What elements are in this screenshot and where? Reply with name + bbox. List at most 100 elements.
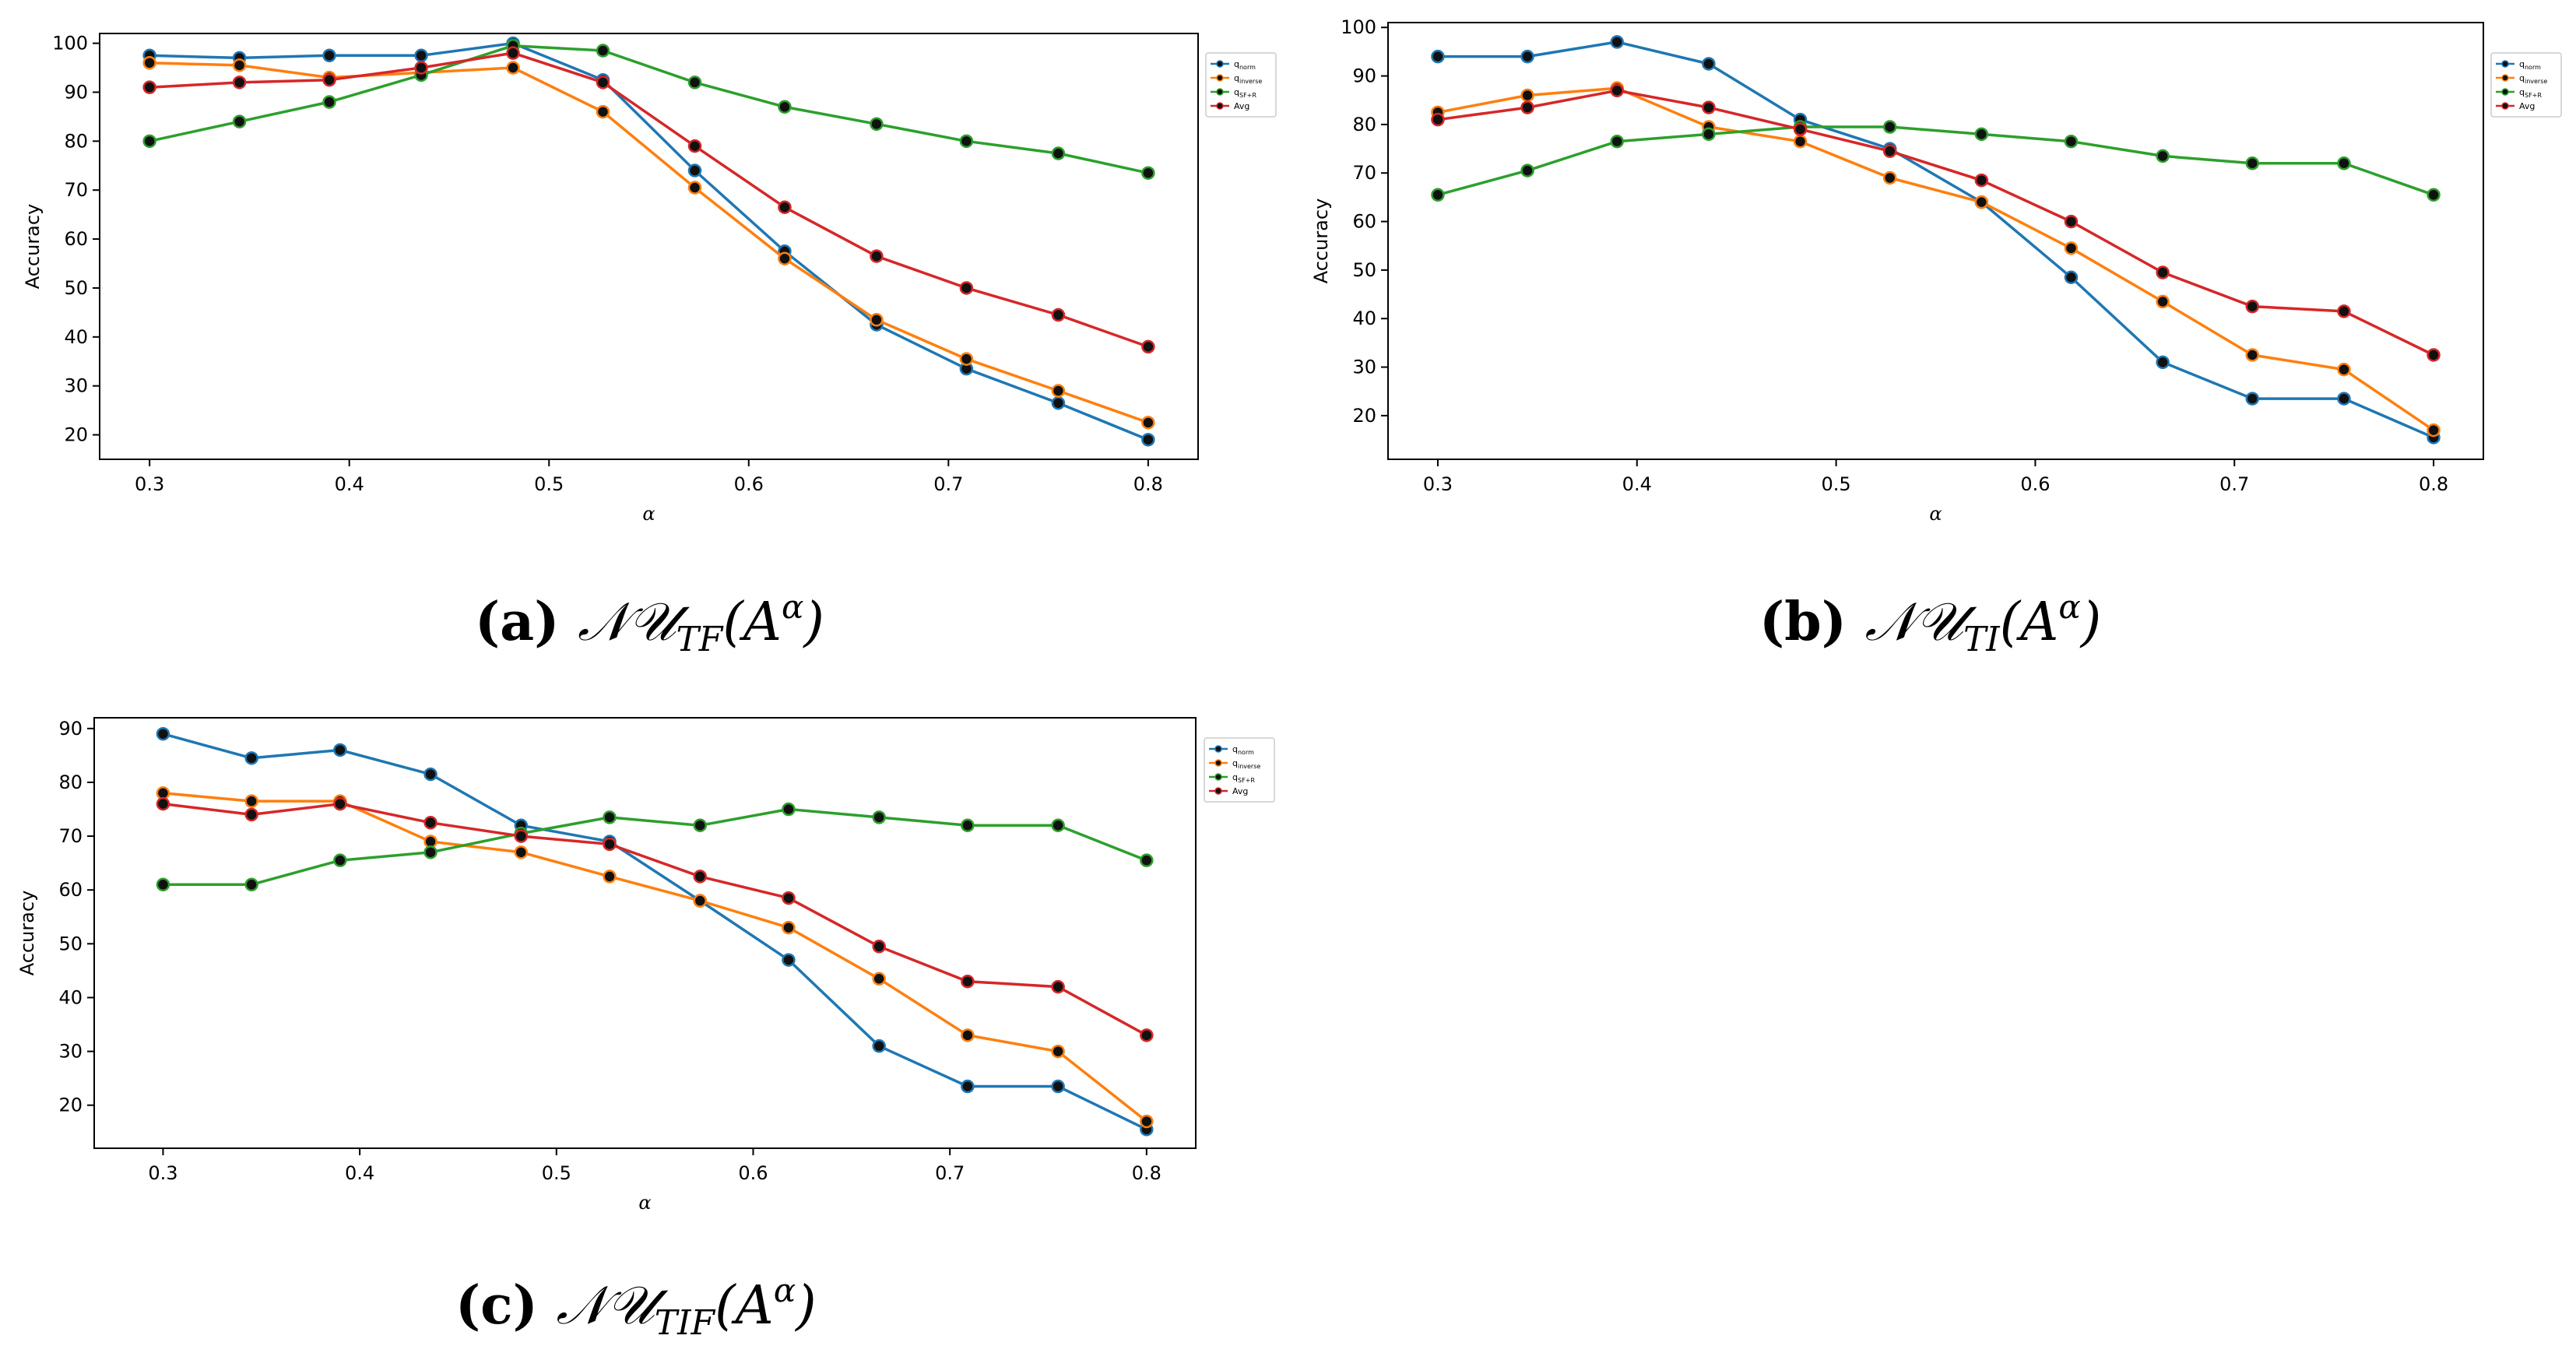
x-tick-label: 0.5	[1822, 473, 1851, 495]
y-tick-label: 20	[1352, 405, 1376, 427]
data-point-q_sf	[1140, 853, 1154, 867]
series-line-Avg	[163, 802, 1147, 1037]
data-point-Avg	[333, 796, 347, 811]
data-point-q_norm	[872, 1038, 886, 1053]
y-axis-label: Accuracy	[1310, 199, 1332, 284]
series-line-q_norm	[1438, 40, 2434, 439]
legend-marker-q_norm	[2501, 60, 2509, 68]
x-tick-label: 0.3	[1423, 473, 1453, 495]
y-tick-label: 80	[58, 771, 83, 793]
data-point-q_sf	[142, 134, 156, 149]
data-point-q_sf	[2064, 134, 2079, 149]
data-point-Avg	[1610, 83, 1624, 98]
data-point-Avg	[693, 870, 707, 884]
data-point-q_sf	[1974, 127, 1989, 142]
x-tick-label: 0.6	[738, 1162, 768, 1184]
series-line-Avg	[149, 51, 1149, 349]
data-point-q_norm	[961, 1079, 975, 1094]
data-point-Avg	[514, 829, 529, 843]
data-point-q_sf	[1051, 146, 1066, 160]
data-point-q_sf	[778, 100, 792, 114]
data-point-q_inverse	[1793, 134, 1808, 149]
data-point-q_sf	[1051, 818, 1065, 832]
data-point-Avg	[959, 281, 974, 295]
data-point-q_norm	[423, 767, 438, 782]
data-point-q_sf	[2337, 156, 2351, 170]
data-point-q_sf	[2245, 156, 2260, 170]
data-point-q_sf	[2156, 149, 2170, 163]
y-tick-label: 30	[64, 375, 88, 397]
data-point-Avg	[423, 816, 438, 830]
data-point-q_inverse	[603, 870, 617, 884]
y-tick-label: 60	[58, 879, 83, 901]
y-tick-label: 100	[52, 33, 88, 54]
data-point-q_inverse	[1520, 88, 1534, 103]
data-point-q_inverse	[2064, 241, 2079, 255]
legend-marker-q_inverse	[2501, 74, 2509, 82]
x-tick-label: 0.7	[933, 473, 963, 495]
x-tick-label: 0.8	[2419, 473, 2448, 495]
plot-frame	[99, 33, 1199, 460]
legend-box	[1205, 52, 1277, 118]
legend-marker-q_sf	[1214, 773, 1222, 781]
series-line-q_inverse	[1437, 86, 2434, 432]
y-tick-label: 80	[64, 130, 88, 152]
y-axis-label: Accuracy	[16, 891, 38, 976]
series-line-q_norm	[162, 733, 1147, 1131]
data-point-q_inverse	[244, 794, 258, 808]
legend-marker-Avg	[2501, 102, 2509, 110]
data-point-q_norm	[333, 743, 347, 757]
data-point-Avg	[870, 249, 884, 263]
data-point-q_inverse	[1974, 195, 1989, 209]
y-tick-label: 50	[1352, 259, 1376, 281]
data-point-Avg	[2245, 299, 2260, 314]
series-line-q_sf	[149, 44, 1149, 174]
y-tick-label: 40	[64, 326, 88, 348]
legend-marker-Avg	[1216, 102, 1224, 110]
legend-marker-q_inverse	[1216, 74, 1224, 82]
data-point-Avg	[961, 974, 975, 989]
x-tick-label: 0.8	[1132, 1162, 1161, 1184]
data-point-q_inverse	[514, 845, 529, 859]
data-point-q_inverse	[687, 181, 702, 195]
data-point-q_norm	[1431, 49, 1445, 64]
data-point-q_inverse	[961, 1028, 975, 1042]
data-point-q_norm	[322, 48, 336, 63]
legend-marker-q_norm	[1214, 745, 1222, 753]
data-point-q_norm	[1051, 395, 1066, 410]
legend-marker-Avg	[1214, 787, 1222, 795]
data-point-q_norm	[1051, 1079, 1065, 1094]
y-tick-label: 20	[58, 1095, 83, 1116]
y-tick-label: 80	[1352, 114, 1376, 135]
series-line-q_norm	[149, 41, 1149, 441]
x-tick-label: 0.8	[1133, 473, 1163, 495]
data-point-q_inverse	[506, 61, 520, 75]
x-tick-label: 0.4	[1622, 473, 1652, 495]
data-point-q_inverse	[596, 104, 610, 119]
data-point-q_inverse	[1051, 384, 1066, 398]
y-axis-label: Accuracy	[22, 204, 44, 290]
y-tick-label: 70	[58, 825, 83, 847]
data-point-q_sf	[596, 44, 610, 58]
data-point-q_norm	[414, 48, 428, 63]
data-point-Avg	[322, 72, 336, 87]
series-line-q_inverse	[163, 792, 1147, 1123]
data-point-q_sf	[1520, 163, 1534, 177]
data-point-Avg	[1974, 173, 1989, 188]
data-point-Avg	[244, 807, 258, 822]
data-point-Avg	[506, 46, 520, 60]
data-point-Avg	[2337, 304, 2351, 318]
data-point-Avg	[232, 76, 247, 90]
x-axis-label: α	[642, 503, 655, 525]
data-point-q_sf	[333, 853, 347, 867]
data-point-Avg	[1702, 100, 1716, 114]
chart-panel-a: 0.3 0.4 0.5 0.6 0.7 0.8 20 30 40 50 60 70 80 90 100 α Ac…	[22, 33, 1277, 659]
series-line-q_sf	[1437, 125, 2434, 196]
series-line-q_inverse	[149, 61, 1149, 424]
data-point-q_sf	[1882, 120, 1897, 134]
legend-label-Avg: Avg	[1232, 786, 1248, 796]
data-point-Avg	[2064, 214, 2079, 229]
data-point-q_norm	[687, 163, 702, 177]
